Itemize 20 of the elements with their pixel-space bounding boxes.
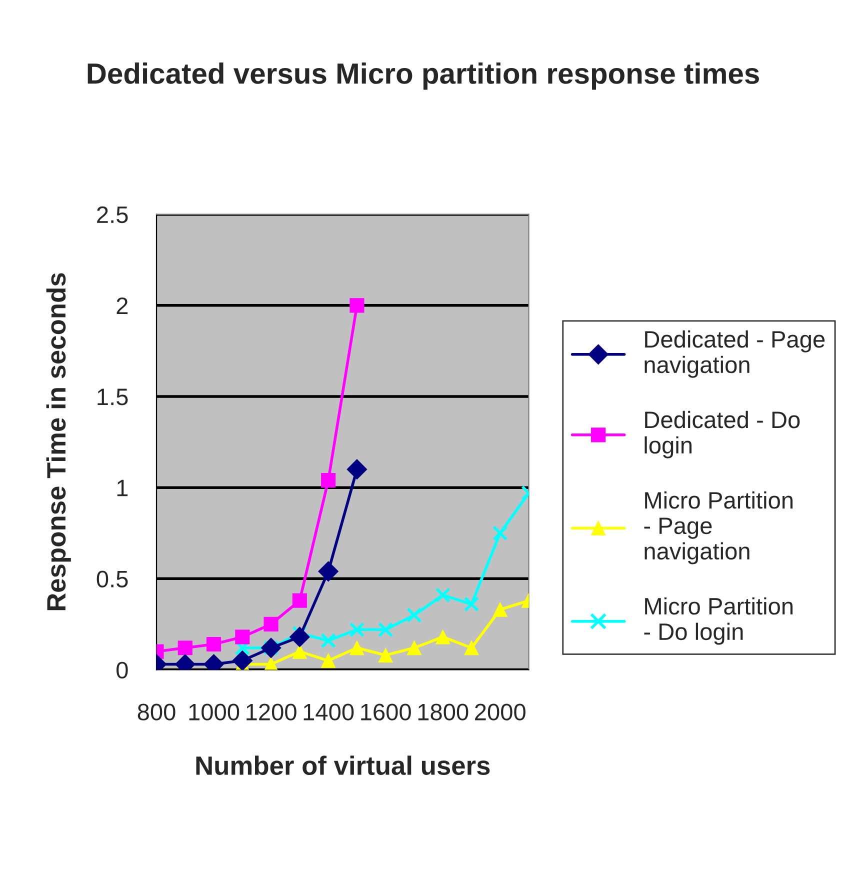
legend-label: Micro Partition - Do login (644, 597, 793, 645)
legend-label: Dedicated - Do login (644, 410, 800, 458)
y-tick-label: 1 (117, 480, 128, 496)
y-tick-label: 1.5 (98, 388, 128, 406)
legend-label: Micro Partition - Page navigation (644, 491, 793, 564)
x-tick-label: 2000 (475, 704, 526, 720)
x-tick-label: 1600 (361, 704, 411, 720)
x-tick-label: 1400 (304, 704, 354, 720)
x-axis-title: Number of virtual users (196, 756, 490, 776)
y-tick-label: 2.5 (97, 206, 128, 224)
y-tick-label: 0.5 (96, 570, 128, 588)
x-tick-label: 1800 (418, 704, 468, 720)
y-axis-title: Response Time in seconds (46, 273, 71, 610)
x-tick-label: 1200 (246, 704, 296, 720)
y-tick-label: 2 (116, 297, 128, 314)
x-tick-label: 800 (138, 704, 176, 720)
y-tick-label: 0 (116, 662, 128, 679)
legend-label: Dedicated - Page navigation (644, 330, 825, 378)
chart-title: Dedicated versus Micro partition response times (88, 62, 759, 90)
x-tick-label: 1000 (189, 704, 240, 720)
